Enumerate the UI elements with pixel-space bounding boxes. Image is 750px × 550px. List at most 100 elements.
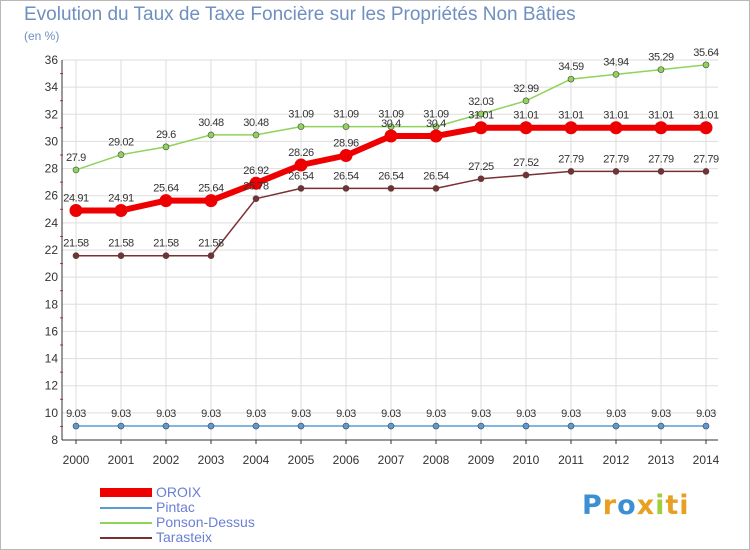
data-label-tarasteix: 26.54: [378, 170, 404, 182]
data-point-ponson-dessus: [522, 97, 530, 105]
data-label-tarasteix: 26.54: [333, 170, 359, 182]
x-tick-label: 2005: [288, 453, 315, 467]
data-point-pintac: [387, 422, 395, 430]
data-point-ponson-dessus: [612, 71, 620, 78]
data-point-ponson-dessus: [657, 66, 665, 73]
data-point-ponson-dessus: [252, 131, 260, 139]
data-label-pintac: 9.03: [201, 408, 221, 420]
data-point-pintac: [612, 422, 620, 430]
data-label-pintac: 9.03: [561, 408, 581, 420]
data-point-oroix: [159, 194, 173, 208]
y-tick-label: 32: [45, 107, 59, 121]
data-label-ponson-dessus: 35.64: [693, 47, 719, 59]
data-point-ponson-dessus: [117, 151, 125, 159]
data-label-ponson-dessus: 29.6: [156, 129, 176, 141]
y-tick-label: 10: [45, 406, 59, 420]
data-point-oroix: [384, 129, 398, 143]
data-label-oroix: 25.64: [153, 183, 179, 195]
legend-item-tarasteix: Tarasteix: [100, 529, 360, 545]
data-point-tarasteix: [72, 252, 80, 259]
y-tick-label: 8: [51, 433, 58, 447]
data-label-oroix: 30.4: [381, 118, 401, 130]
data-point-pintac: [477, 422, 485, 430]
data-point-tarasteix: [162, 252, 170, 259]
data-point-pintac: [567, 422, 575, 430]
data-label-ponson-dessus: 27.9: [66, 152, 86, 164]
data-point-pintac: [72, 422, 80, 430]
data-label-ponson-dessus: 35.29: [648, 52, 674, 64]
data-label-pintac: 9.03: [66, 408, 86, 420]
data-point-ponson-dessus: [702, 61, 710, 69]
data-label-oroix: 31.01: [693, 110, 719, 122]
data-label-tarasteix: 21.58: [108, 238, 134, 250]
data-label-ponson-dessus: 31.09: [378, 109, 404, 121]
legend-swatch-tarasteix: [100, 530, 152, 545]
y-tick-label: 22: [45, 243, 59, 257]
data-point-pintac: [117, 422, 125, 430]
data-point-pintac: [297, 422, 305, 430]
data-point-tarasteix: [477, 175, 485, 183]
data-point-pintac: [342, 422, 350, 430]
data-label-oroix: 26.92: [243, 165, 269, 177]
data-point-pintac: [432, 422, 440, 430]
data-point-tarasteix: [297, 185, 305, 192]
y-tick-label: 26: [45, 189, 59, 203]
data-label-tarasteix: 27.79: [693, 153, 719, 165]
y-tick-label: 14: [45, 352, 59, 366]
data-point-ponson-dessus: [162, 143, 170, 151]
y-tick-label: 18: [45, 297, 59, 311]
data-point-tarasteix: [657, 168, 665, 175]
data-point-oroix: [699, 121, 713, 135]
data-label-oroix: 31.01: [603, 110, 629, 122]
data-point-pintac: [162, 422, 170, 430]
x-tick-label: 2004: [243, 453, 270, 467]
data-label-tarasteix: 26.54: [423, 170, 449, 182]
legend-item-oroix: OROIX: [100, 484, 360, 500]
data-point-ponson-dessus: [477, 110, 485, 118]
data-point-ponson-dessus: [207, 131, 215, 139]
data-point-ponson-dessus: [72, 166, 80, 174]
data-point-tarasteix: [522, 171, 530, 179]
data-label-ponson-dessus: 31.09: [333, 109, 359, 121]
y-tick-label: 36: [45, 53, 59, 67]
data-label-oroix: 31.01: [558, 110, 584, 122]
y-tick-label: 12: [45, 379, 59, 393]
data-label-pintac: 9.03: [156, 408, 176, 420]
x-tick-label: 2012: [603, 453, 630, 467]
legend-label: Ponson-Dessus: [156, 514, 255, 530]
x-tick-label: 2013: [648, 453, 675, 467]
legend-label: Tarasteix: [156, 529, 213, 545]
data-label-ponson-dessus: 31.09: [288, 109, 314, 121]
data-point-ponson-dessus: [567, 75, 575, 83]
data-point-oroix: [564, 121, 578, 135]
data-label-tarasteix: 27.52: [513, 157, 539, 169]
data-label-pintac: 9.03: [291, 408, 311, 420]
legend-label: OROIX: [156, 484, 202, 500]
data-label-ponson-dessus: 30.48: [243, 117, 269, 129]
data-label-ponson-dessus: 34.94: [603, 56, 629, 68]
data-label-oroix: 30.4: [426, 118, 446, 130]
legend-swatch-oroix: [100, 485, 152, 500]
proxiti-logo: Proxiti: [582, 490, 690, 521]
x-tick-label: 2014: [693, 453, 720, 467]
data-label-tarasteix: 21.58: [63, 238, 89, 250]
data-point-oroix: [114, 204, 128, 218]
data-point-tarasteix: [252, 195, 260, 202]
data-point-oroix: [249, 176, 263, 190]
legend-label: Pintac: [156, 499, 195, 515]
data-label-ponson-dessus: 30.48: [198, 117, 224, 129]
x-tick-label: 2001: [108, 453, 135, 467]
data-label-oroix: 31.01: [513, 110, 539, 122]
data-label-tarasteix: 27.79: [558, 153, 584, 165]
data-label-pintac: 9.03: [336, 408, 356, 420]
data-point-tarasteix: [342, 185, 350, 192]
x-tick-label: 2000: [63, 453, 90, 467]
data-label-tarasteix: 27.79: [603, 153, 629, 165]
data-label-ponson-dessus: 29.02: [108, 137, 134, 149]
data-point-pintac: [702, 422, 710, 430]
data-label-tarasteix: 21.58: [198, 238, 224, 250]
data-point-pintac: [657, 422, 665, 430]
data-label-tarasteix: 27.25: [468, 161, 494, 173]
data-label-ponson-dessus: 34.59: [558, 61, 584, 73]
